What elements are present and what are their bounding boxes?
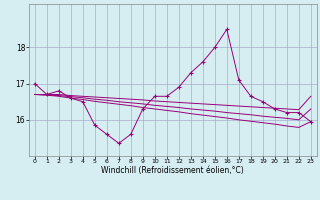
X-axis label: Windchill (Refroidissement éolien,°C): Windchill (Refroidissement éolien,°C) (101, 166, 244, 175)
